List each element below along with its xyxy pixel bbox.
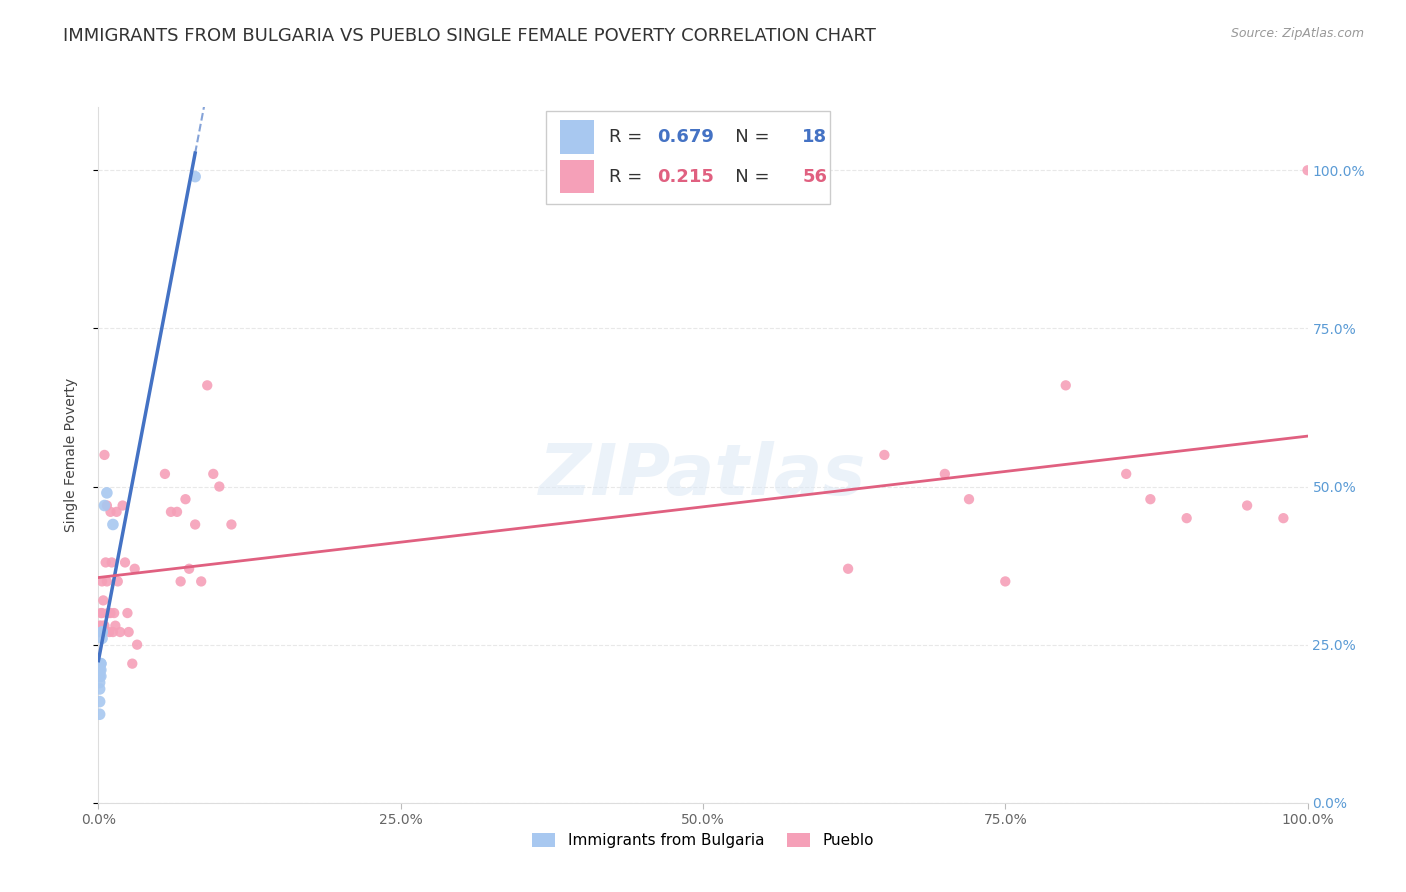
Point — [90, 657, 112, 671]
Point — [111, 499, 134, 513]
Text: IMMIGRANTS FROM BULGARIA VS PUEBLO SINGLE FEMALE POVERTY CORRELATION CHART: IMMIGRANTS FROM BULGARIA VS PUEBLO SINGL… — [63, 27, 876, 45]
Point — [1054, 378, 1077, 392]
Point — [121, 657, 143, 671]
Point — [90, 657, 112, 671]
Point — [93, 499, 115, 513]
Point — [96, 574, 118, 589]
Text: N =: N = — [717, 168, 775, 186]
Point — [957, 492, 980, 507]
Point — [96, 486, 118, 500]
Point — [91, 625, 114, 640]
Point — [221, 517, 243, 532]
Point — [89, 618, 111, 632]
Point — [1175, 511, 1198, 525]
Point — [166, 505, 188, 519]
Bar — [561, 120, 595, 153]
Point — [127, 638, 149, 652]
Point — [89, 625, 111, 640]
Point — [837, 562, 859, 576]
Point — [90, 669, 112, 683]
Point — [174, 492, 197, 507]
Point — [1115, 467, 1137, 481]
Point — [114, 556, 136, 570]
Point — [90, 663, 112, 677]
Point — [101, 517, 124, 532]
Point — [89, 669, 111, 683]
Point — [91, 606, 114, 620]
Point — [94, 556, 117, 570]
Legend: Immigrants from Bulgaria, Pueblo: Immigrants from Bulgaria, Pueblo — [526, 827, 880, 855]
Point — [93, 618, 115, 632]
Text: 0.679: 0.679 — [657, 128, 714, 146]
Point — [97, 606, 120, 620]
Bar — [561, 160, 595, 194]
Point — [169, 574, 191, 589]
Point — [105, 505, 128, 519]
Point — [90, 606, 112, 620]
Point — [160, 505, 183, 519]
Point — [208, 479, 231, 493]
Point — [98, 625, 121, 640]
Point — [100, 556, 122, 570]
Point — [108, 625, 131, 640]
Text: N =: N = — [717, 128, 775, 146]
Point — [90, 618, 112, 632]
Text: Source: ZipAtlas.com: Source: ZipAtlas.com — [1230, 27, 1364, 40]
Point — [124, 562, 146, 576]
Text: 56: 56 — [803, 168, 827, 186]
Point — [1139, 492, 1161, 507]
Point — [96, 499, 118, 513]
Point — [202, 467, 225, 481]
Point — [873, 448, 896, 462]
Point — [1236, 499, 1258, 513]
Point — [89, 663, 111, 677]
Point — [100, 505, 122, 519]
Point — [90, 625, 112, 640]
Point — [91, 618, 114, 632]
Point — [89, 663, 111, 677]
Point — [91, 593, 114, 607]
Y-axis label: Single Female Poverty: Single Female Poverty — [63, 378, 77, 532]
Point — [1272, 511, 1295, 525]
Point — [179, 562, 201, 576]
Point — [93, 448, 115, 462]
Text: R =: R = — [609, 168, 648, 186]
Point — [89, 675, 111, 690]
Point — [107, 574, 129, 589]
Point — [117, 606, 139, 620]
Point — [184, 517, 207, 532]
Point — [190, 574, 212, 589]
Text: 0.215: 0.215 — [657, 168, 714, 186]
Point — [100, 606, 122, 620]
Text: R =: R = — [609, 128, 648, 146]
Point — [1296, 163, 1319, 178]
Point — [195, 378, 218, 392]
Point — [153, 467, 176, 481]
FancyBboxPatch shape — [546, 111, 830, 204]
Point — [89, 707, 111, 722]
Point — [101, 625, 124, 640]
Point — [103, 606, 125, 620]
Point — [118, 625, 141, 640]
Point — [91, 625, 114, 640]
Text: ZIPatlas: ZIPatlas — [540, 442, 866, 510]
Point — [91, 632, 114, 646]
Point — [104, 618, 127, 632]
Point — [89, 681, 111, 696]
Text: 18: 18 — [803, 128, 827, 146]
Point — [994, 574, 1017, 589]
Point — [91, 574, 114, 589]
Point — [184, 169, 207, 184]
Point — [89, 695, 111, 709]
Point — [934, 467, 956, 481]
